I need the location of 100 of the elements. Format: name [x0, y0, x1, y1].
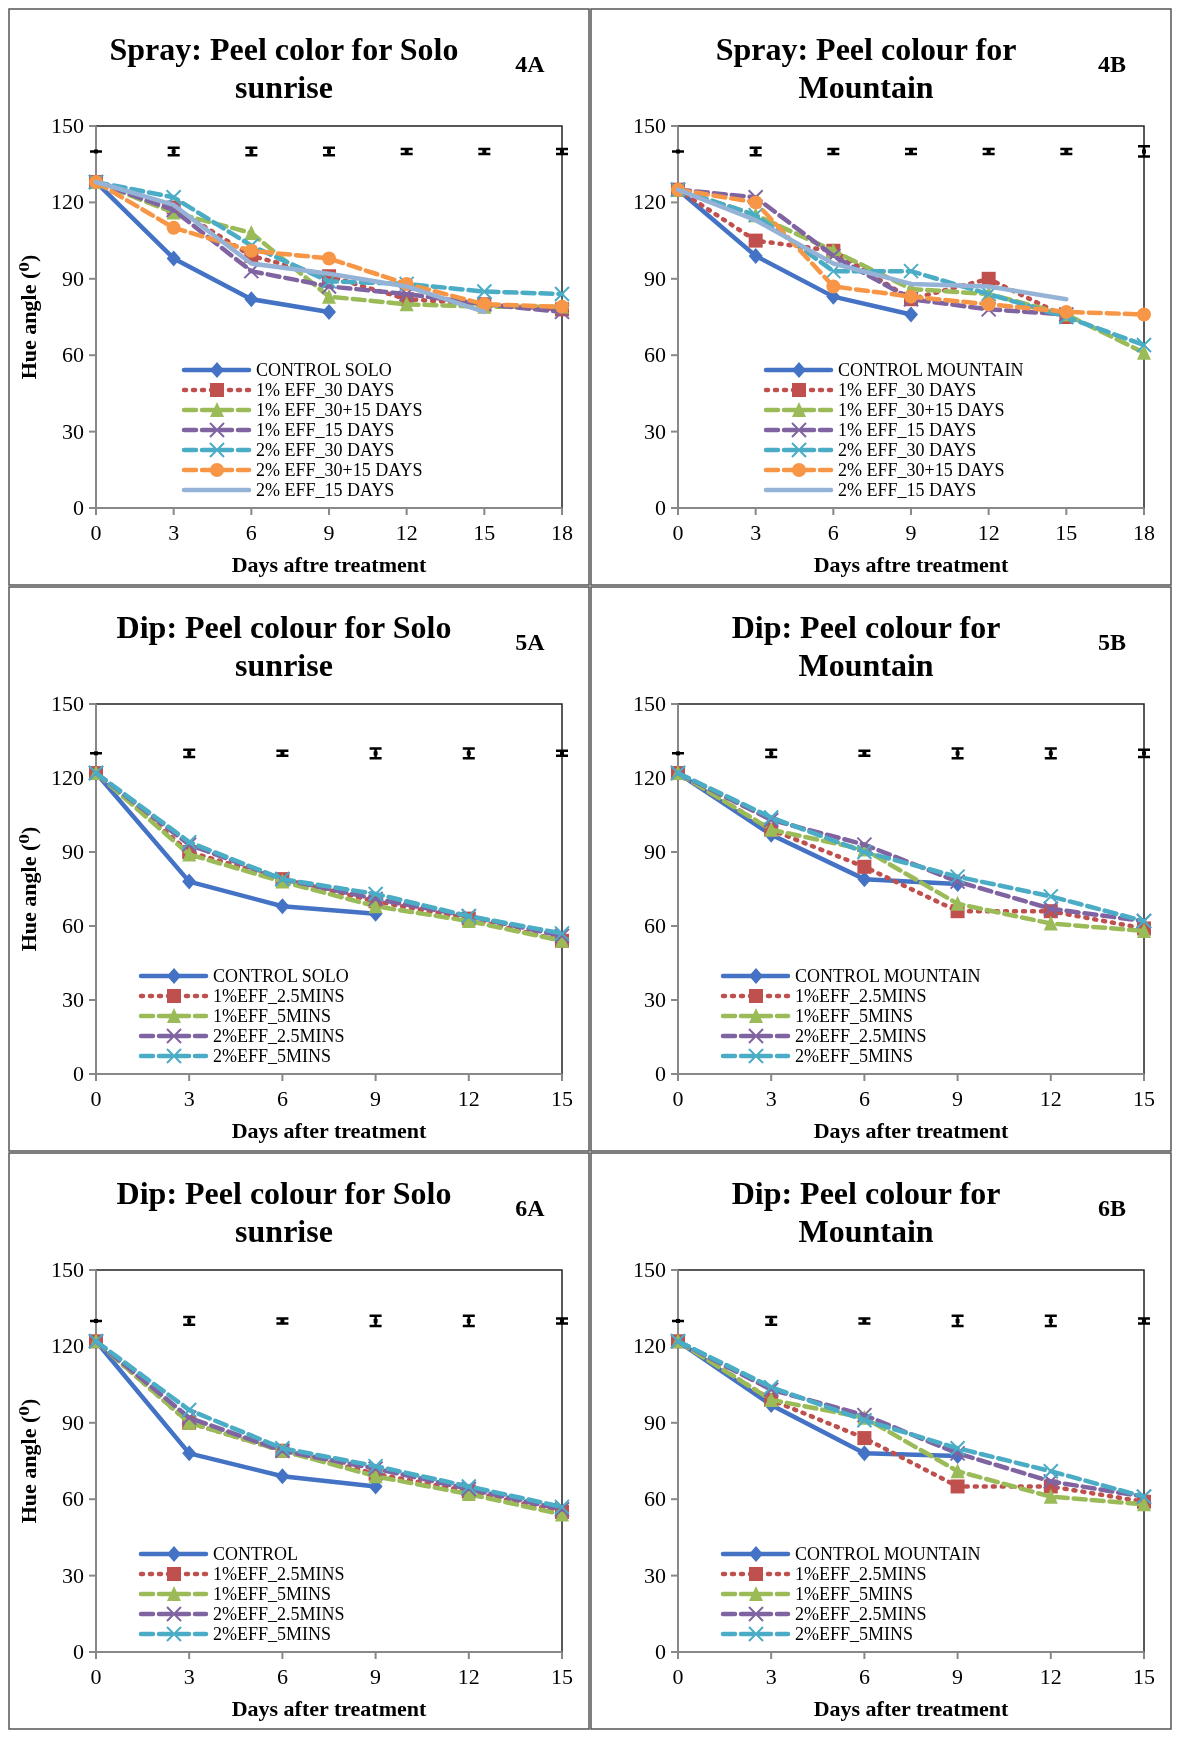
x-axis-title: Days after treatment	[231, 1118, 428, 1143]
legend-label: 1%EFF_5MINS	[795, 1006, 914, 1026]
y-tick-label: 150	[633, 691, 666, 716]
legend-label: 1% EFF_30 DAYS	[256, 380, 395, 400]
chart-title: Dip: Peel colour for Mountain	[731, 1175, 1001, 1249]
y-tick-label: 0	[655, 1061, 666, 1086]
x-tick-label: 9	[370, 1664, 382, 1689]
chart-title: Dip: Peel colour for Mountain	[731, 609, 1001, 683]
y-tick-label: 150	[51, 113, 84, 138]
x-tick-label: 12	[1039, 1664, 1062, 1689]
x-tick-label: 9	[952, 1086, 964, 1111]
x-axis-title: Days after treatment	[813, 1118, 1010, 1143]
legend-label: 1% EFF_15 DAYS	[256, 420, 395, 440]
legend-label: 2%EFF_2.5MINS	[213, 1026, 345, 1046]
x-tick-label: 12	[395, 520, 418, 545]
x-tick-label: 12	[457, 1664, 480, 1689]
x-tick-label: 3	[750, 520, 762, 545]
y-tick-label: 150	[633, 1257, 666, 1282]
y-tick-label: 30	[62, 987, 84, 1012]
y-tick-label: 60	[62, 342, 84, 368]
y-axis-title: Hue angle (⁰)	[16, 1398, 41, 1524]
x-tick-label: 12	[457, 1086, 480, 1111]
text: 4A	[515, 51, 546, 77]
x-tick-label: 0	[90, 1086, 102, 1111]
x-tick-label: 15	[1133, 1664, 1155, 1689]
text: 6B	[1097, 1195, 1127, 1221]
x-tick-label: 6	[276, 1664, 288, 1689]
y-tick-label: 90	[62, 1409, 84, 1435]
y-tick-label: 0	[73, 1639, 84, 1664]
x-axis-title: Days after treatment	[813, 1696, 1010, 1721]
y-tick-label: 90	[644, 265, 666, 291]
legend-label: CONTROL SOLO	[213, 966, 349, 986]
x-tick-label: 15	[551, 1664, 573, 1689]
chart-title: Dip: Peel colour for Solo sunrise	[116, 1175, 452, 1249]
x-axis-title: Days aftre treatment	[231, 552, 428, 577]
x-tick-label: 3	[765, 1664, 777, 1689]
y-tick-label: 60	[644, 913, 666, 938]
y-tick-label: 120	[51, 765, 84, 790]
legend-label: 1%EFF_2.5MINS	[795, 1564, 927, 1584]
legend-label: CONTROL SOLO	[256, 360, 392, 380]
legend-label: 1%EFF_5MINS	[213, 1006, 332, 1026]
y-tick-label: 30	[62, 1562, 84, 1588]
x-tick-label: 0	[672, 1086, 684, 1111]
text: 5A	[515, 629, 546, 655]
legend-label: 2% EFF_15 DAYS	[838, 480, 977, 500]
x-tick-label: 18	[551, 520, 573, 545]
legend-label: 1%EFF_2.5MINS	[213, 1564, 345, 1584]
x-tick-label: 6	[827, 520, 839, 545]
x-tick-label: 15	[1133, 1086, 1155, 1111]
legend-label: 2%EFF_5MINS	[795, 1624, 914, 1644]
legend-label: 1%EFF_5MINS	[213, 1584, 332, 1604]
y-tick-label: 120	[633, 765, 666, 790]
y-tick-label: 60	[644, 1486, 666, 1512]
x-tick-label: 3	[183, 1664, 195, 1689]
y-tick-label: 120	[633, 1333, 666, 1359]
y-tick-label: 90	[644, 1409, 666, 1435]
y-tick-label: 90	[62, 265, 84, 291]
y-tick-label: 120	[51, 189, 84, 215]
legend-label: CONTROL MOUNTAIN	[838, 360, 1024, 380]
x-tick-label: 6	[858, 1086, 870, 1111]
y-tick-label: 120	[51, 1333, 84, 1359]
legend-label: 2% EFF_30 DAYS	[256, 440, 395, 460]
x-tick-label: 9	[323, 520, 335, 545]
x-tick-label: 0	[90, 520, 102, 545]
y-tick-label: 60	[62, 1486, 84, 1512]
x-tick-label: 3	[765, 1086, 777, 1111]
legend-label: 2%EFF_2.5MINS	[795, 1604, 927, 1624]
x-tick-label: 6	[858, 1664, 870, 1689]
y-tick-label: 30	[644, 1562, 666, 1588]
chart-title: Spray: Peel color for Solo sunrise	[109, 31, 459, 105]
x-axis-title: Days aftre treatment	[813, 552, 1010, 577]
legend-label: CONTROL	[213, 1544, 298, 1564]
y-tick-label: 30	[62, 418, 84, 444]
x-tick-label: 6	[276, 1086, 288, 1111]
legend-label: 2%EFF_2.5MINS	[213, 1604, 345, 1624]
legend-label: 2% EFF_30+15 DAYS	[838, 460, 1005, 480]
x-tick-label: 15	[551, 1086, 573, 1111]
legend-label: 2% EFF_30 DAYS	[838, 440, 977, 460]
x-tick-label: 0	[672, 1664, 684, 1689]
y-tick-label: 0	[655, 495, 666, 520]
y-tick-label: 0	[655, 1639, 666, 1664]
legend-label: 2%EFF_5MINS	[795, 1046, 914, 1066]
y-tick-label: 150	[51, 1257, 84, 1282]
legend-label: 2% EFF_30+15 DAYS	[256, 460, 423, 480]
x-tick-label: 15	[473, 520, 496, 545]
text: 4B	[1097, 51, 1127, 77]
y-tick-label: 60	[644, 342, 666, 368]
legend-label: 1% EFF_30+15 DAYS	[838, 400, 1005, 420]
legend-label: 1% EFF_30+15 DAYS	[256, 400, 423, 420]
x-tick-label: 9	[905, 520, 917, 545]
y-tick-label: 90	[644, 839, 666, 864]
x-tick-label: 9	[370, 1086, 382, 1111]
text: 6A	[515, 1195, 546, 1221]
y-tick-label: 0	[73, 1061, 84, 1086]
y-axis-title: Hue angle (⁰)	[16, 254, 41, 380]
x-tick-label: 3	[183, 1086, 195, 1111]
text: 5B	[1097, 629, 1127, 655]
y-tick-label: 30	[644, 987, 666, 1012]
y-tick-label: 120	[633, 189, 666, 215]
y-axis-title: Hue angle (⁰)	[16, 826, 41, 952]
